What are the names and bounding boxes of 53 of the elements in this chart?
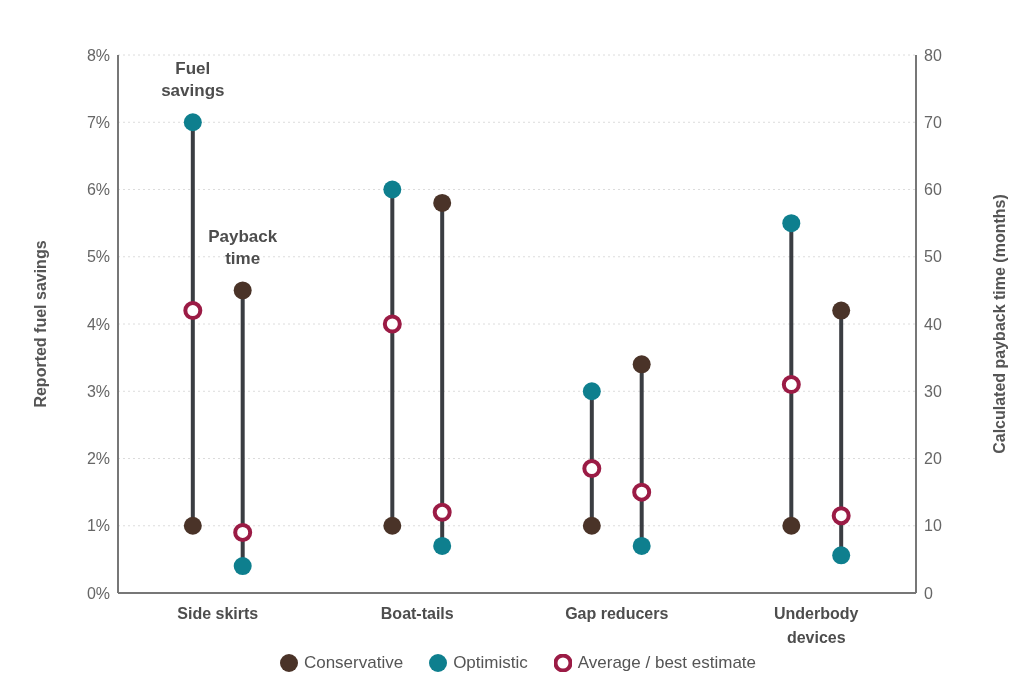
point	[832, 301, 851, 320]
y2-tick-label: 80	[924, 46, 942, 64]
point	[782, 516, 801, 535]
point	[433, 536, 452, 555]
point	[832, 546, 851, 565]
y2-tick-label: 0	[924, 584, 933, 602]
point	[632, 536, 651, 555]
y2-tick-label: 30	[924, 382, 942, 400]
y-tick-label: 5%	[86, 248, 110, 266]
x-tick-label: Underbody devices	[774, 605, 859, 646]
point	[432, 502, 452, 522]
y-tick-label: 0%	[86, 584, 110, 602]
point	[781, 375, 801, 395]
point	[233, 522, 253, 542]
legend-label: Optimistic	[453, 653, 528, 673]
point	[582, 516, 601, 535]
y2-tick-label: 40	[924, 315, 942, 333]
point	[183, 516, 202, 535]
point	[383, 180, 402, 199]
point	[582, 382, 601, 401]
annotation: Fuel savings	[161, 59, 225, 101]
y2-tick-label: 70	[924, 113, 942, 131]
legend-label: Conservative	[303, 653, 404, 673]
point	[582, 459, 602, 479]
y-tick-label: 8%	[86, 46, 110, 64]
y-tick-label: 7%	[86, 113, 110, 131]
y-tick-label: 4%	[86, 315, 110, 333]
legend-label: Average / best estimate	[577, 653, 757, 673]
y2-axis-title: Calculated payback time (months)	[990, 194, 1008, 454]
x-tick-label: Gap reducers	[565, 605, 669, 622]
point	[383, 516, 402, 535]
point	[233, 557, 252, 576]
y2-tick-label: 20	[924, 450, 942, 468]
point	[632, 355, 651, 374]
y2-tick-label: 60	[924, 181, 942, 199]
y-tick-label: 6%	[86, 181, 110, 199]
y2-tick-label: 10	[924, 517, 942, 535]
annotation: Payback time	[208, 227, 278, 269]
y-axis-title: Reported fuel savings	[31, 240, 49, 408]
point	[831, 506, 851, 526]
y-tick-label: 1%	[86, 517, 110, 535]
point	[183, 113, 202, 132]
point	[782, 214, 801, 233]
point	[183, 301, 203, 321]
point	[233, 281, 252, 300]
x-tick-label: Boat-tails	[380, 605, 454, 622]
y-tick-label: 3%	[86, 382, 110, 400]
x-tick-label: Side skirts	[177, 605, 259, 622]
y-tick-label: 2%	[86, 450, 110, 468]
y2-tick-label: 50	[924, 248, 942, 266]
point	[632, 482, 652, 502]
point	[382, 314, 402, 334]
point	[433, 193, 452, 212]
